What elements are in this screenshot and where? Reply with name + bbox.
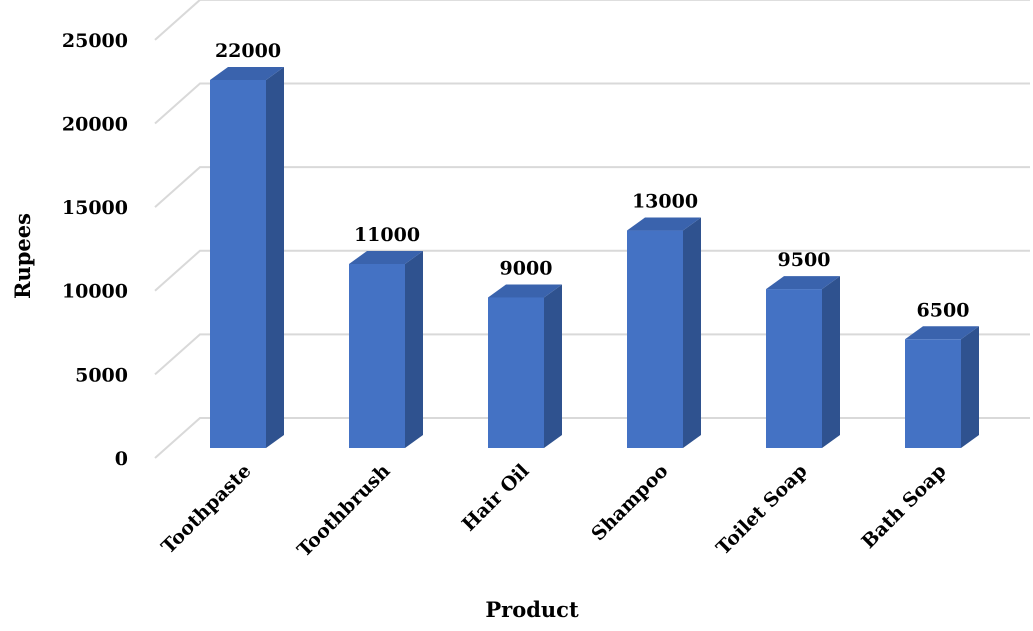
y-tick-label: 10000 — [62, 281, 128, 303]
bar — [349, 251, 423, 448]
bar — [627, 217, 701, 448]
bar-front — [905, 339, 961, 448]
gridline — [154, 0, 1030, 41]
gridlines — [154, 0, 1030, 459]
gridline — [154, 82, 1030, 125]
data-label: 9500 — [778, 249, 831, 271]
bar-side — [266, 67, 284, 448]
x-tick-label: Bath Soap — [857, 460, 950, 553]
bars — [210, 67, 979, 448]
bar-side — [961, 326, 979, 448]
data-labels: 22000 11000 9000 13000 9500 6500 — [215, 40, 970, 321]
bar-top — [627, 217, 701, 231]
bar-side — [544, 284, 562, 448]
y-tick-label: 15000 — [62, 197, 128, 219]
data-label: 22000 — [215, 40, 281, 62]
x-axis-title: Product — [485, 597, 579, 622]
bar-front — [488, 297, 544, 448]
gridline — [154, 333, 1030, 376]
bar-side — [683, 217, 701, 448]
bar-top — [488, 284, 562, 298]
bar — [488, 284, 562, 448]
bar-top — [349, 251, 423, 264]
bar — [210, 67, 284, 448]
x-tick-label: Toothbrush — [293, 460, 395, 562]
gridline — [154, 249, 1030, 292]
bar-top — [210, 67, 284, 80]
bar-front — [349, 264, 405, 448]
bar-front — [210, 80, 266, 448]
data-label: 11000 — [354, 224, 420, 246]
y-tick-label: 20000 — [62, 113, 128, 135]
x-tick-label: Toothpaste — [157, 460, 255, 558]
x-tick-labels: Toothpaste Toothbrush Hair Oil Shampoo Toile… — [157, 460, 950, 562]
data-label: 6500 — [917, 299, 970, 321]
y-tick-label: 0 — [115, 448, 128, 470]
bar — [766, 276, 840, 448]
y-tick-labels: 0 5000 10000 15000 20000 25000 — [62, 30, 128, 470]
data-label: 9000 — [500, 257, 553, 279]
y-tick-label: 5000 — [75, 364, 128, 386]
bar-front — [766, 289, 822, 448]
bar-side — [822, 276, 840, 448]
gridline — [154, 166, 1030, 208]
bar-side — [405, 251, 423, 448]
bar — [905, 326, 979, 448]
x-tick-label: Shampoo — [587, 460, 672, 545]
x-tick-label: Toilet Soap — [712, 460, 811, 559]
y-tick-label: 25000 — [62, 30, 128, 52]
bar-top — [766, 276, 840, 290]
x-tick-label: Hair Oil — [458, 460, 534, 536]
gridline — [154, 417, 1030, 459]
y-axis-title: Rupees — [10, 213, 35, 299]
bar-top — [905, 326, 979, 340]
bar-front — [627, 230, 683, 448]
data-label: 13000 — [632, 191, 698, 213]
